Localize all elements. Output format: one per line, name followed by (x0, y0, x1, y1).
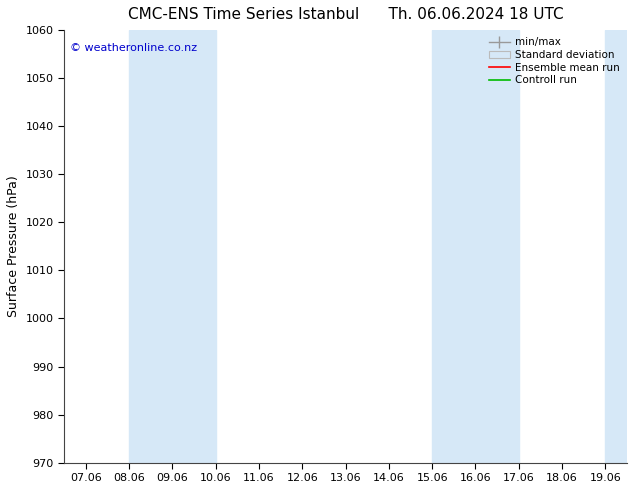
Bar (129, 30, 216, 463)
Bar (432, 30, 519, 463)
Y-axis label: Surface Pressure (hPa): Surface Pressure (hPa) (7, 175, 20, 317)
Legend: min/max, Standard deviation, Ensemble mean run, Controll run: min/max, Standard deviation, Ensemble me… (487, 35, 622, 87)
Bar (605, 30, 634, 463)
Text: © weatheronline.co.nz: © weatheronline.co.nz (70, 43, 197, 53)
Title: CMC-ENS Time Series Istanbul      Th. 06.06.2024 18 UTC: CMC-ENS Time Series Istanbul Th. 06.06.2… (127, 7, 564, 22)
